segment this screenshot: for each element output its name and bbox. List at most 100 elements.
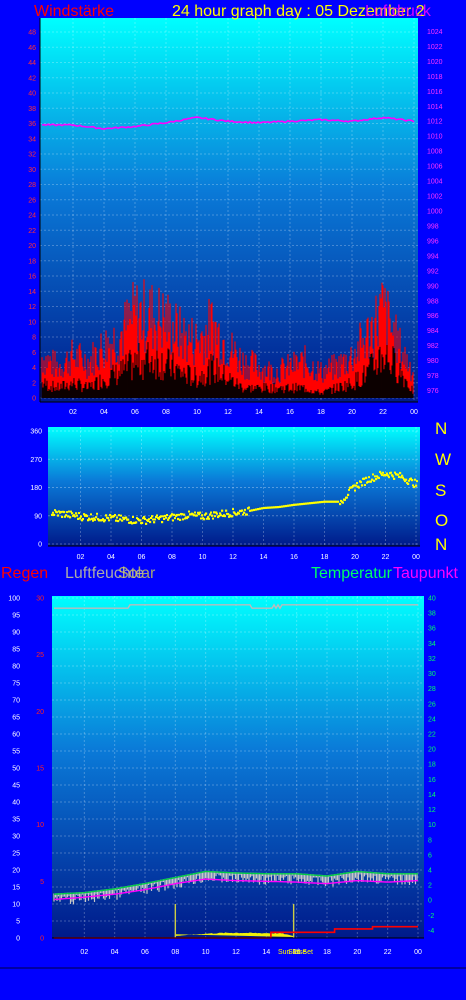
humidity-y-tick-label: 95: [12, 613, 20, 620]
direction-point: [193, 514, 196, 517]
clim-x-tick-label: 08: [171, 949, 179, 956]
direction-point: [232, 508, 234, 511]
direction-point: [205, 512, 208, 515]
direction-point: [141, 521, 144, 525]
wind-y-tick-label: 8: [32, 335, 36, 342]
humidity-y-tick-label: 10: [12, 902, 20, 909]
clim-x-tick-label: 20: [353, 949, 361, 956]
pressure-y-tick-label: 1008: [427, 149, 443, 156]
wind-y-tick-label: 28: [28, 182, 36, 189]
direction-point: [120, 514, 122, 517]
wind-y-tick-label: 42: [28, 75, 36, 82]
direction-point: [236, 513, 238, 516]
direction-panel-background: [48, 427, 420, 546]
wind-y-tick-label: 32: [28, 152, 36, 159]
clim-x-tick-label: 04: [111, 949, 119, 956]
direction-point: [393, 477, 396, 480]
direction-point: [116, 516, 118, 519]
direction-point: [214, 515, 216, 518]
temperature-y-tick-label: 20: [428, 747, 436, 754]
direction-point: [208, 517, 210, 520]
wind-x-tick-label: 00: [410, 409, 418, 416]
direction-point: [403, 478, 406, 481]
wind-x-tick-label: 10: [193, 409, 201, 416]
direction-point: [156, 514, 158, 517]
dir-y-tick-label: 270: [30, 457, 42, 464]
pressure-y-tick-label: 1016: [427, 89, 443, 96]
rain-y-tick-label: 5: [40, 879, 44, 886]
pressure-y-tick-label: 1000: [427, 209, 443, 216]
direction-point: [218, 514, 220, 517]
wind-y-tick-label: 38: [28, 106, 36, 113]
pressure-y-tick-label: 1010: [427, 134, 443, 141]
direction-point: [81, 519, 84, 522]
direction-point: [388, 476, 390, 479]
pressure-y-tick-label: 994: [427, 253, 439, 260]
clim-x-tick-label: 10: [202, 949, 210, 956]
direction-point: [78, 512, 80, 515]
solar-area: [175, 932, 294, 937]
direction-point: [51, 513, 54, 516]
direction-point: [164, 514, 166, 517]
direction-point: [243, 511, 246, 514]
rain-line: [54, 925, 418, 939]
direction-point: [64, 515, 66, 518]
direction-point: [342, 501, 344, 504]
direction-point: [394, 471, 396, 474]
direction-point: [353, 484, 356, 487]
clim-x-tick-label: 02: [80, 949, 88, 956]
direction-point: [91, 517, 94, 520]
humidity-y-tick-label: 40: [12, 800, 20, 807]
direction-point: [199, 511, 202, 514]
direction-point: [104, 519, 106, 522]
rain-label: Regen: [1, 565, 48, 582]
direction-point: [411, 478, 414, 482]
rain-y-tick-label: 10: [36, 822, 44, 829]
direction-point: [89, 518, 92, 521]
direction-point: [402, 476, 404, 479]
humidity-y-tick-label: 35: [12, 817, 20, 824]
direction-point: [241, 509, 244, 512]
direction-point: [160, 515, 162, 518]
temperature-label: Temperatur: [311, 565, 393, 582]
direction-point: [219, 512, 222, 515]
direction-point: [77, 517, 80, 520]
wind-x-tick-label: 02: [69, 409, 77, 416]
temperature-y-tick-label: 16: [428, 777, 436, 784]
wind-x-tick-label: 22: [379, 409, 387, 416]
direction-point: [68, 510, 70, 513]
direction-point: [93, 517, 96, 520]
direction-point: [121, 519, 124, 522]
direction-point: [61, 515, 64, 518]
rain-y-tick-label: 30: [36, 596, 44, 603]
dewpoint-line: [53, 878, 419, 901]
direction-point: [87, 519, 90, 522]
direction-point: [71, 512, 74, 515]
direction-point: [58, 510, 60, 513]
direction-point: [142, 517, 144, 520]
direction-point: [73, 514, 76, 517]
direction-point: [122, 516, 124, 519]
humidity-y-tick-label: 60: [12, 732, 20, 739]
temperature-y-tick-label: 0: [428, 898, 432, 905]
dir-y-tick-label: 0: [38, 542, 42, 549]
pressure-y-tick-label: 988: [427, 298, 439, 305]
pressure-y-tick-label: 1004: [427, 179, 443, 186]
compass-south: S: [435, 481, 446, 500]
pressure-y-tick-label: 1002: [427, 194, 443, 201]
direction-point: [233, 511, 236, 514]
direction-point: [177, 517, 180, 521]
direction-point: [339, 502, 342, 506]
direction-point: [221, 509, 224, 512]
dir-x-tick-label: 02: [77, 554, 85, 561]
compass-north-top: N: [435, 419, 447, 438]
direction-point: [385, 473, 388, 477]
direction-point: [117, 519, 120, 523]
pressure-y-tick-label: 984: [427, 328, 439, 335]
direction-point: [198, 513, 200, 516]
temperature-y-tick-label: 30: [428, 671, 436, 678]
pressure-y-tick-label: 1014: [427, 104, 443, 111]
direction-point: [167, 518, 170, 521]
direction-point: [179, 518, 182, 522]
humidity-y-tick-label: 70: [12, 698, 20, 705]
